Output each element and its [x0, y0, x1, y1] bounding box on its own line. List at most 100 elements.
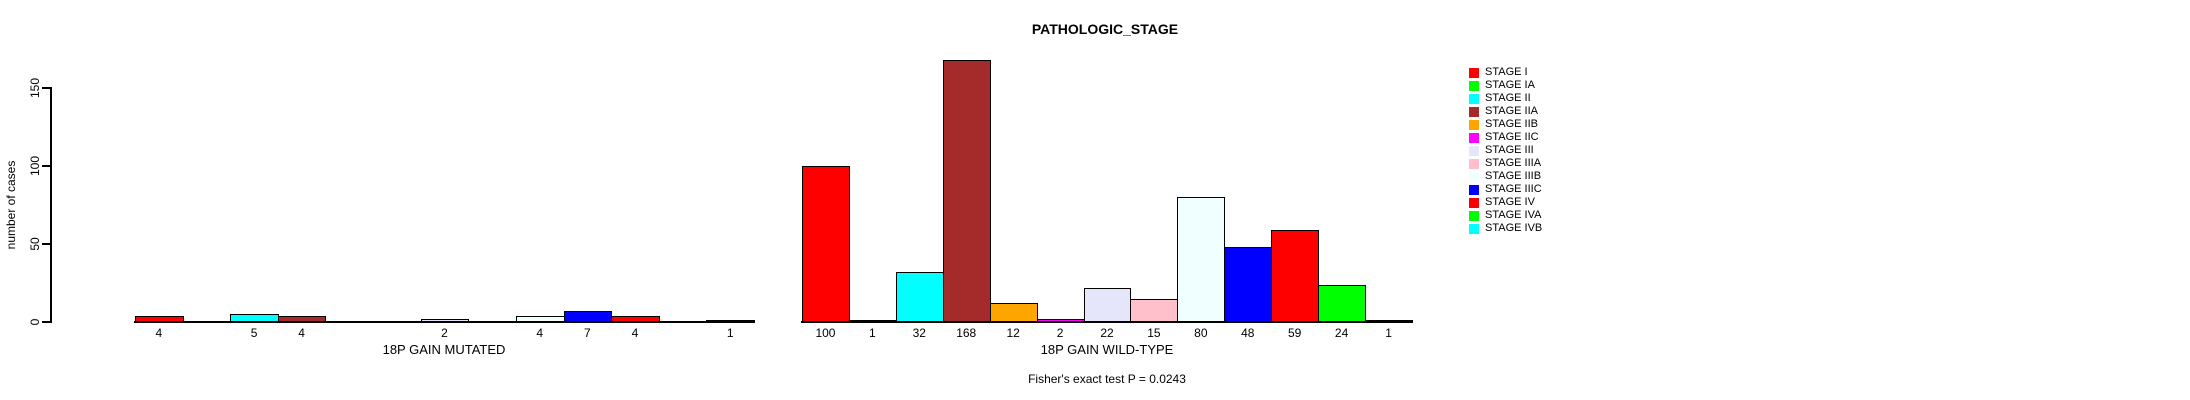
bar-value-label: 4: [155, 326, 163, 340]
y-tick-mark: [42, 87, 50, 89]
y-axis-line: [50, 87, 52, 323]
x-baseline: [801, 321, 1413, 323]
bar-value-label: 7: [584, 326, 591, 340]
legend-item: STAGE IIA: [1469, 105, 1542, 118]
bar-value-label: 22: [1100, 326, 1114, 340]
bar-value-label: 2: [441, 326, 448, 340]
bar-value-label: 2: [1056, 326, 1064, 340]
y-tick-label: 50: [28, 237, 42, 251]
legend-swatch: [1469, 119, 1479, 130]
stage-legend: STAGE I STAGE IA STAGE II STAGE IIA STAGE II…: [1469, 66, 1542, 235]
bar-stage-iia: [942, 59, 991, 322]
bar-stage-ii: [230, 314, 279, 322]
bar-stage-ivb: [706, 320, 755, 322]
y-tick-label: 100: [28, 155, 42, 177]
legend-swatch: [1469, 197, 1479, 208]
x-axis-label-mutated: 18P GAIN MUTATED: [382, 342, 506, 357]
legend-item-label: STAGE IIC: [1485, 131, 1539, 143]
legend-item: STAGE IA: [1469, 79, 1542, 92]
bar-stage-iiib: [515, 315, 565, 322]
bar-value-label: 59: [1288, 326, 1302, 340]
y-tick-mark: [42, 165, 50, 167]
legend-item: STAGE IIIB: [1469, 170, 1542, 183]
bar-value-label: 48: [1241, 326, 1255, 340]
panel-18p-gain-wild-type: 100 1 32 168 12 2 22 15 80 48 59 24 1: [801, 59, 1413, 340]
legend-item-label: STAGE I: [1485, 66, 1528, 78]
legend-item: STAGE I: [1469, 66, 1542, 79]
panel-18p-gain-mutated: 4 5 4 2 4 7 4 1: [134, 60, 755, 340]
bar-stage-iia: [277, 315, 327, 322]
legend-swatch: [1469, 145, 1479, 156]
bar-stage-ii: [895, 272, 944, 322]
legend-item: STAGE IV: [1469, 196, 1542, 209]
bar-value-label: 4: [298, 326, 305, 340]
x-baseline: [134, 321, 755, 323]
legend-item: STAGE III: [1469, 144, 1542, 157]
y-tick-label: 0: [28, 318, 42, 326]
legend-item-label: STAGE IVA: [1485, 209, 1542, 221]
bar-value-label: 4: [536, 326, 544, 340]
y-tick-label: 150: [28, 77, 42, 99]
bar-stage-ivb: [1365, 320, 1413, 322]
legend-item: STAGE IIIC: [1469, 183, 1542, 196]
legend-item-label: STAGE IIIB: [1485, 170, 1542, 182]
bar-value-label: 4: [631, 326, 639, 340]
legend-item-label: STAGE IA: [1485, 79, 1535, 91]
bar-value-label: 1: [869, 326, 876, 340]
legend-item: STAGE IIC: [1469, 131, 1542, 144]
legend-swatch: [1469, 80, 1479, 91]
bar-value-label: 1: [726, 326, 734, 340]
bar-stage-iva: [1318, 284, 1367, 322]
bar-stage-iiib: [1177, 197, 1226, 322]
legend-item-label: STAGE IIB: [1485, 118, 1538, 130]
bar-stage-iii: [420, 318, 470, 322]
bar-stage-ia: [848, 320, 897, 322]
legend-item: STAGE IVB: [1469, 222, 1542, 235]
bar-value-label: 32: [912, 326, 926, 340]
legend-item-label: STAGE IIIA: [1485, 157, 1542, 169]
legend-item-label: STAGE IIA: [1485, 105, 1538, 117]
legend-item-label: STAGE III: [1485, 144, 1534, 156]
legend-item: STAGE II: [1469, 92, 1542, 105]
bar-stage-iiia: [1130, 298, 1179, 322]
legend-swatch: [1469, 171, 1479, 182]
y-tick-mark: [42, 243, 50, 245]
bar-value-label: 5: [250, 326, 258, 340]
bar-stage-iv: [1271, 229, 1320, 322]
bar-stage-i: [135, 315, 184, 322]
bar-value-label: 168: [956, 326, 977, 340]
legend-swatch: [1469, 67, 1479, 78]
legend-swatch: [1469, 106, 1479, 117]
legend-item: STAGE IIB: [1469, 118, 1542, 131]
chart-title: PATHOLOGIC_STAGE: [1031, 21, 1179, 37]
bar-stage-iii: [1083, 287, 1132, 322]
legend-item: STAGE IIIA: [1469, 157, 1542, 170]
legend-item-label: STAGE IIIC: [1485, 183, 1542, 195]
legend-swatch: [1469, 210, 1479, 221]
legend-swatch: [1469, 184, 1479, 195]
bar-stage-iiic: [563, 311, 613, 322]
bar-value-label: 24: [1334, 326, 1349, 340]
y-axis-title: number of cases: [4, 160, 18, 250]
fisher-test-caption: Fisher's exact test P = 0.0243: [1028, 372, 1186, 386]
legend-item-label: STAGE IVB: [1485, 222, 1543, 234]
legend-item-label: STAGE II: [1485, 92, 1531, 104]
legend-swatch: [1469, 158, 1479, 169]
bar-value-label: 15: [1147, 326, 1161, 340]
bar-stage-iiic: [1224, 247, 1273, 322]
bar-stage-iib: [989, 303, 1038, 322]
legend-swatch: [1469, 132, 1479, 143]
bar-stage-iic: [1036, 318, 1085, 322]
bar-value-label: 100: [815, 326, 836, 340]
legend-item-label: STAGE IV: [1485, 196, 1535, 208]
y-tick-mark: [42, 321, 50, 323]
bar-stage-i: [802, 166, 850, 322]
bar-value-label: 12: [1006, 326, 1020, 340]
bar-stage-iv: [611, 315, 660, 322]
bar-value-label: 80: [1194, 326, 1208, 340]
bar-value-label: 1: [1385, 326, 1392, 340]
legend-swatch: [1469, 93, 1479, 104]
legend-swatch: [1469, 223, 1479, 234]
x-axis-label-wild-type: 18P GAIN WILD-TYPE: [1040, 342, 1174, 357]
